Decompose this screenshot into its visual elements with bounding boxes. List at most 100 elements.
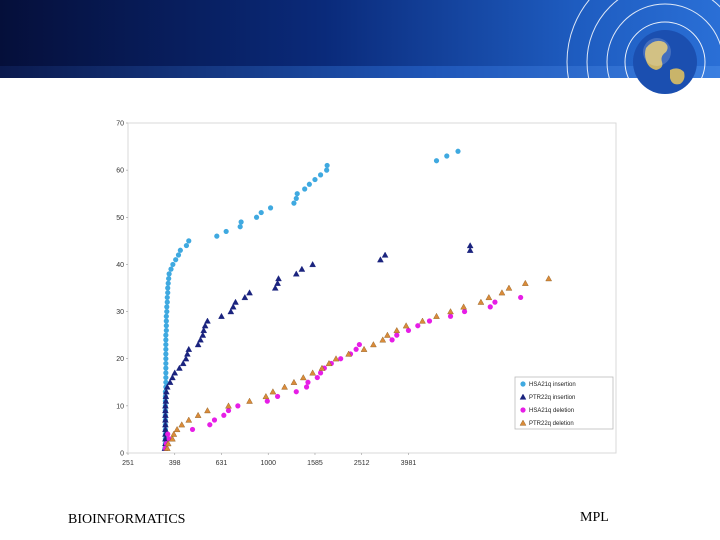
data-marks	[161, 148, 553, 451]
data-point	[246, 289, 253, 296]
data-point	[309, 261, 316, 268]
data-point	[162, 426, 169, 433]
data-point	[169, 374, 176, 381]
footer-bioinformatics: BIOINFORMATICS	[68, 512, 186, 527]
data-point	[253, 214, 260, 220]
data-point	[545, 275, 553, 282]
data-point	[521, 279, 529, 286]
data-point	[393, 327, 401, 334]
data-point	[394, 332, 400, 338]
data-point	[356, 341, 362, 348]
legend-label: PTR22q insertion	[529, 395, 575, 401]
data-point	[207, 422, 213, 428]
data-point	[179, 360, 187, 367]
data-point	[162, 393, 170, 400]
data-point	[165, 290, 171, 296]
data-point	[302, 186, 308, 192]
data-point	[214, 233, 220, 239]
data-point	[175, 252, 182, 258]
data-point	[170, 430, 178, 437]
data-point	[338, 356, 344, 362]
data-point	[162, 411, 169, 418]
data-point	[164, 299, 170, 305]
data-point	[269, 388, 277, 395]
data-point	[505, 284, 513, 291]
data-point	[168, 266, 174, 272]
legend-marker	[519, 393, 527, 400]
data-point	[275, 275, 282, 282]
data-point	[309, 369, 316, 376]
continent-icon	[645, 40, 668, 70]
data-point	[164, 294, 170, 301]
data-point	[162, 402, 169, 409]
x-tick-label: 3981	[401, 460, 417, 467]
continent-icon	[670, 68, 685, 85]
data-point	[294, 191, 300, 197]
data-point	[184, 350, 191, 357]
orbit-ring-inner-icon	[606, 3, 720, 121]
data-point	[415, 323, 421, 329]
data-point	[218, 312, 225, 319]
data-point	[173, 257, 179, 263]
data-point	[194, 411, 202, 418]
data-point	[165, 285, 171, 291]
series-ptr22q-deletion	[163, 275, 553, 451]
data-point	[163, 341, 169, 348]
banner-stripe	[0, 66, 720, 78]
data-point	[293, 389, 299, 395]
data-point	[163, 379, 169, 385]
data-point	[306, 181, 312, 187]
data-point	[466, 242, 474, 249]
globe-highlight-icon	[643, 38, 671, 66]
data-point	[225, 402, 232, 409]
data-point	[166, 275, 172, 282]
data-point	[405, 327, 412, 334]
data-point	[164, 308, 170, 315]
data-point	[345, 350, 352, 357]
legend-label: HSA21q insertion	[529, 382, 576, 388]
data-point	[201, 322, 209, 329]
data-point	[164, 304, 170, 310]
y-tick-label: 50	[116, 215, 124, 222]
data-point	[492, 299, 498, 305]
data-point	[325, 360, 333, 367]
orbit-ring-outer-icon	[566, 0, 720, 160]
data-point	[271, 284, 279, 291]
data-point	[163, 444, 171, 451]
data-point	[455, 148, 461, 154]
x-tick-label: 2512	[354, 460, 370, 467]
y-tick-label: 70	[116, 121, 124, 128]
data-point	[447, 313, 454, 319]
data-point	[227, 308, 235, 315]
data-point	[377, 256, 384, 263]
data-point	[163, 351, 169, 357]
data-point	[171, 369, 179, 376]
data-point	[299, 374, 307, 381]
data-point	[163, 337, 169, 343]
legend-box	[514, 376, 614, 430]
data-point	[170, 261, 176, 268]
x-tick-label: 398	[169, 460, 181, 467]
data-point	[185, 416, 193, 423]
data-point	[461, 308, 468, 315]
data-point	[163, 323, 169, 329]
footer-mpl: MPL	[580, 510, 609, 525]
data-point	[163, 360, 169, 367]
data-point	[221, 412, 227, 418]
orbit-ring-core-icon	[624, 21, 706, 103]
data-point	[353, 346, 359, 352]
data-point	[163, 365, 169, 371]
data-point	[324, 162, 330, 169]
data-point	[477, 298, 485, 305]
legend-marker	[519, 419, 527, 426]
data-point	[444, 153, 450, 159]
data-point	[281, 383, 288, 390]
data-point	[293, 195, 299, 202]
data-point	[426, 318, 433, 324]
x-tick-label: 631	[216, 460, 228, 467]
data-point	[200, 327, 208, 334]
legend: HSA21q insertion PTR22q insertion HSA21q d…	[514, 376, 614, 430]
data-point	[186, 238, 192, 244]
data-point	[169, 435, 176, 442]
y-tick-label: 20	[116, 356, 124, 363]
